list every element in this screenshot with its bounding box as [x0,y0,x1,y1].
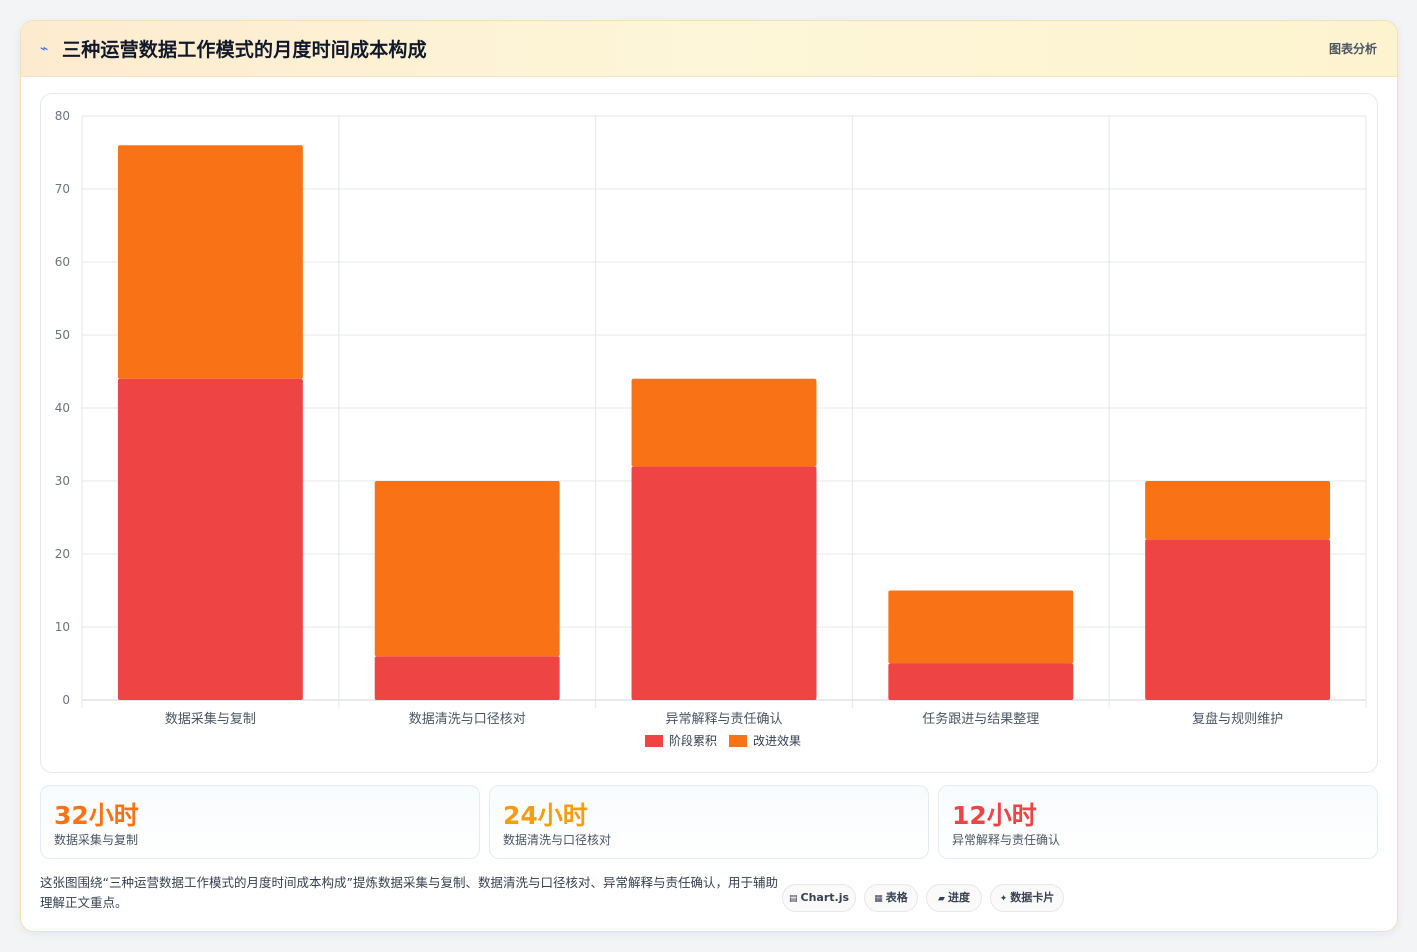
y-tick-label: 30 [55,474,70,488]
stat-value: 12小时 [952,801,1037,830]
chart-description: 这张图围绕“三种运营数据工作模式的月度时间成本构成”提炼数据采集与复制、数据清洗… [40,875,778,910]
stat-label: 异常解释与责任确认 [952,833,1061,847]
x-tick-label: 数据清洗与口径核对 [409,712,526,727]
bar-改进效果 [631,378,817,467]
stat-card-3: 12小时 异常解释与责任确认 [938,785,1378,859]
y-tick-label: 70 [55,182,70,196]
chip-label: 表格 [885,891,908,904]
y-tick-label: 20 [55,547,70,561]
chip-data-card[interactable]: ✦ 数据卡片 [990,884,1064,912]
y-tick-label: 80 [55,109,70,123]
chip-progress[interactable]: ▰ 进度 [926,884,982,912]
stat-label: 数据清洗与口径核对 [503,833,612,847]
bar-阶段累积 [1145,539,1331,700]
legend-label: 改进效果 [753,733,801,748]
x-tick-label: 异常解释与责任确认 [665,712,782,727]
y-tick-label: 60 [55,255,70,269]
chip-chartjs[interactable]: ▤ Chart.js [782,884,856,912]
x-tick-label: 复盘与规则维护 [1192,711,1283,727]
y-tick-label: 0 [62,693,70,707]
x-tick-label: 数据采集与复制 [165,711,256,727]
chart-area: 0 10 20 30 40 50 60 70 80 数据采集与复制 数据清洗与口径核对 异常解释与责任… [40,93,1378,773]
stat-card-1: 32小时 数据采集与复制 [40,785,480,859]
bar-阶段累积 [888,663,1074,700]
stat-card-2: 24小时 数据清洗与口径核对 [489,785,929,859]
y-tick-label: 50 [55,328,70,342]
chart-card: ⌁ 三种运营数据工作模式的月度时间成本构成 图表分析 0 10 20 30 40 50 60… [20,20,1398,932]
chip-label: Chart.js [800,891,850,904]
sparkline-icon: ⌁ [40,41,49,57]
chart-title: 三种运营数据工作模式的月度时间成本构成 [62,39,427,61]
bar-阶段累积 [631,466,817,700]
bar-阶段累积 [117,378,303,700]
stat-value: 32小时 [54,801,139,830]
table-icon: ▦ [874,894,883,904]
analysis-tag: 图表分析 [1328,42,1377,56]
chart-icon: ▤ [788,894,798,904]
stacked-bar-chart: 0 10 20 30 40 50 60 70 80 数据采集与复制 数据清洗与口径核对 异常解释与责任… [55,109,1367,748]
bar-改进效果 [117,145,303,379]
progress-icon: ▰ [938,894,945,904]
bar-改进效果 [888,590,1074,664]
legend-swatch [729,735,747,747]
x-tick-label: 任务跟进与结果整理 [922,711,1039,727]
bar-改进效果 [374,481,560,657]
legend-label: 阶段累积 [669,733,717,748]
chip-label: 数据卡片 [1010,891,1055,904]
legend-swatch [645,735,663,747]
chip-label: 进度 [947,891,970,904]
bar-改进效果 [1145,481,1331,540]
card-header: ⌁ 三种运营数据工作模式的月度时间成本构成 图表分析 [21,21,1397,77]
chip-table[interactable]: ▦ 表格 [864,884,918,912]
y-tick-label: 10 [55,620,70,634]
sparkle-icon: ✦ [999,894,1008,904]
stat-value: 24小时 [503,801,588,830]
stat-label: 数据采集与复制 [54,833,139,847]
y-tick-label: 40 [55,401,70,415]
bar-阶段累积 [374,656,560,700]
